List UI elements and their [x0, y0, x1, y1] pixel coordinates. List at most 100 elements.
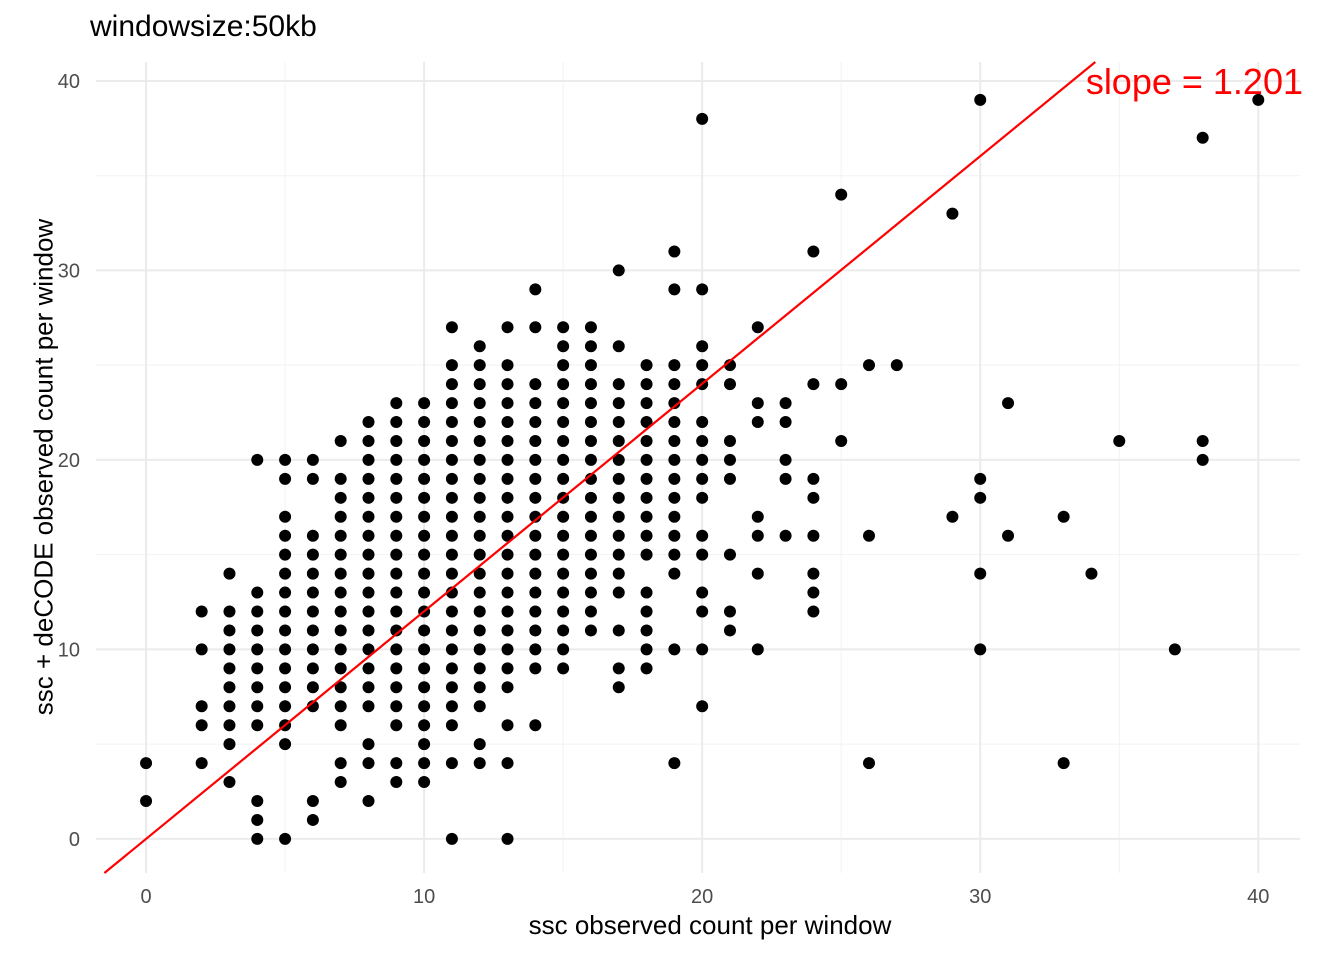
- data-point: [1002, 529, 1015, 542]
- data-point: [835, 378, 848, 391]
- data-point: [418, 719, 431, 732]
- data-point: [529, 624, 542, 637]
- data-point: [195, 719, 208, 732]
- data-point: [612, 510, 625, 523]
- data-point: [279, 738, 292, 751]
- data-point: [223, 700, 236, 713]
- data-point: [251, 832, 264, 845]
- data-point: [251, 719, 264, 732]
- data-point: [557, 586, 570, 599]
- data-point: [501, 662, 514, 675]
- data-point: [445, 453, 458, 466]
- data-point: [251, 643, 264, 656]
- data-point: [946, 207, 959, 220]
- data-point: [445, 681, 458, 694]
- data-point: [584, 491, 597, 504]
- data-point: [612, 681, 625, 694]
- data-point: [557, 472, 570, 485]
- data-point: [501, 624, 514, 637]
- data-point: [473, 378, 486, 391]
- data-point: [473, 472, 486, 485]
- data-point: [334, 662, 347, 675]
- data-point: [362, 510, 375, 523]
- data-point: [807, 472, 820, 485]
- data-point: [640, 397, 653, 410]
- data-point: [557, 340, 570, 353]
- data-point: [390, 700, 403, 713]
- data-point: [1085, 567, 1098, 580]
- data-point: [668, 529, 681, 542]
- data-point: [390, 397, 403, 410]
- data-point: [223, 605, 236, 618]
- data-point: [473, 510, 486, 523]
- data-point: [279, 643, 292, 656]
- data-point: [195, 757, 208, 770]
- data-point: [1252, 93, 1265, 106]
- data-point: [696, 605, 709, 618]
- data-point: [640, 472, 653, 485]
- data-point: [501, 491, 514, 504]
- data-point: [723, 453, 736, 466]
- data-point: [279, 510, 292, 523]
- data-point: [362, 681, 375, 694]
- data-point: [751, 397, 764, 410]
- data-point: [334, 510, 347, 523]
- data-point: [251, 813, 264, 826]
- data-point: [529, 510, 542, 523]
- data-point: [584, 397, 597, 410]
- data-point: [807, 245, 820, 258]
- data-point: [390, 548, 403, 561]
- data-point: [751, 643, 764, 656]
- data-point: [557, 321, 570, 334]
- data-point: [612, 340, 625, 353]
- data-point: [306, 605, 319, 618]
- data-point: [668, 416, 681, 429]
- data-point: [584, 567, 597, 580]
- data-point: [612, 567, 625, 580]
- data-point: [668, 378, 681, 391]
- data-point: [473, 681, 486, 694]
- data-point: [696, 643, 709, 656]
- data-point: [390, 757, 403, 770]
- data-point: [418, 491, 431, 504]
- data-point: [223, 624, 236, 637]
- data-point: [279, 567, 292, 580]
- data-point: [334, 757, 347, 770]
- data-point: [306, 586, 319, 599]
- data-point: [306, 624, 319, 637]
- data-point: [473, 397, 486, 410]
- data-point: [390, 719, 403, 732]
- data-point: [529, 472, 542, 485]
- data-point: [557, 453, 570, 466]
- data-point: [807, 586, 820, 599]
- data-point: [445, 359, 458, 372]
- data-point: [306, 681, 319, 694]
- data-point: [723, 434, 736, 447]
- data-point: [612, 397, 625, 410]
- data-point: [696, 453, 709, 466]
- data-point: [640, 510, 653, 523]
- data-point: [334, 776, 347, 789]
- data-point: [501, 605, 514, 618]
- data-point: [251, 453, 264, 466]
- data-point: [668, 245, 681, 258]
- data-point: [390, 416, 403, 429]
- data-point: [640, 416, 653, 429]
- data-point: [779, 397, 792, 410]
- data-point: [974, 643, 987, 656]
- data-point: [445, 662, 458, 675]
- data-point: [529, 662, 542, 675]
- data-point: [612, 662, 625, 675]
- data-point: [334, 700, 347, 713]
- data-point: [279, 700, 292, 713]
- data-point: [584, 359, 597, 372]
- slope-annotation: slope = 1.201: [1086, 61, 1303, 102]
- y-tick-label: 30: [58, 260, 80, 282]
- data-point: [696, 416, 709, 429]
- data-point: [473, 529, 486, 542]
- data-point: [418, 624, 431, 637]
- data-point: [390, 491, 403, 504]
- data-point: [640, 586, 653, 599]
- data-point: [473, 567, 486, 580]
- data-point: [362, 700, 375, 713]
